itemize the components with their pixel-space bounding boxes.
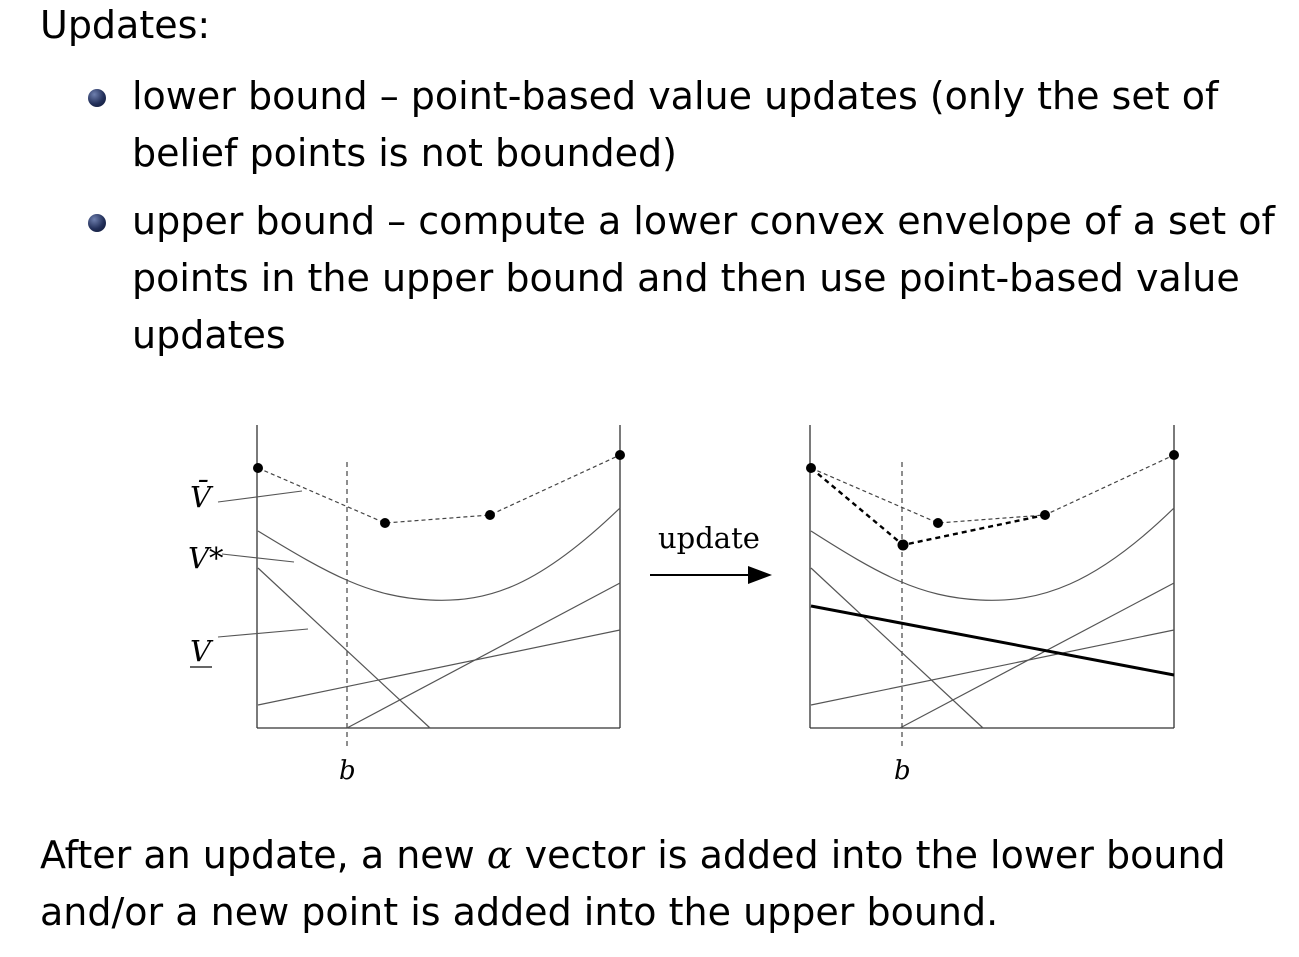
upper-bound-point <box>1040 510 1050 520</box>
right-panel: b <box>806 425 1179 786</box>
old-upper-bound-polyline <box>810 454 1175 524</box>
upper-bound-point <box>1169 450 1179 460</box>
bullet-lower-bound: lower bound – point-based value updates … <box>88 68 1297 182</box>
upper-bound-point <box>615 450 625 460</box>
new-alpha-vector-line <box>810 604 1175 677</box>
footer-text-before: After an update, a new <box>40 833 487 877</box>
label-v-star: V* <box>188 541 224 575</box>
footer-text: After an update, a new α vector is added… <box>40 827 1290 941</box>
upper-bound-point <box>933 518 943 528</box>
update-arrow: update <box>650 521 772 584</box>
alpha-vector-line <box>346 582 621 729</box>
alpha-vector-line <box>810 567 984 729</box>
alpha-vector-line <box>257 629 621 706</box>
bullet-text: lower bound – point-based value updates … <box>132 74 1219 175</box>
left-belief-label: b <box>339 756 356 786</box>
bullet-text: upper bound – compute a lower convex env… <box>132 199 1275 357</box>
label-v-lower: V <box>190 634 214 668</box>
footer-text-after: vector is added into the lower bound and… <box>40 833 1226 934</box>
optimal-value-curve <box>810 507 1175 601</box>
label-v-upper: V̄ <box>190 479 214 514</box>
left-panel: V̄ V* V b <box>188 425 625 786</box>
arrow-head-icon <box>748 566 772 584</box>
bound-update-figure: V̄ V* V b update b <box>188 425 1179 786</box>
upper-bound-point <box>485 510 495 520</box>
upper-bound-point <box>380 518 390 528</box>
new-upper-bound-point <box>897 539 909 551</box>
new-upper-bound-polyline <box>810 467 1046 547</box>
alpha-symbol: α <box>486 833 513 877</box>
label-v-star-leader <box>221 553 295 563</box>
slide-heading: Updates: <box>40 3 211 47</box>
upper-bound-point <box>806 463 816 473</box>
alpha-vector-line <box>257 567 431 729</box>
bullet-list: lower bound – point-based value updates … <box>88 68 1297 375</box>
label-v-upper-leader <box>217 490 303 503</box>
label-v-lower-leader <box>217 628 309 638</box>
alpha-vector-line <box>810 629 1175 706</box>
upper-bound-point <box>253 463 263 473</box>
alpha-vector-line <box>899 582 1175 729</box>
bullet-icon <box>88 89 106 107</box>
right-belief-label: b <box>894 756 911 786</box>
bullet-upper-bound: upper bound – compute a lower convex env… <box>88 193 1297 364</box>
bullet-icon <box>88 214 106 232</box>
upper-bound-polyline <box>257 454 621 524</box>
update-arrow-label: update <box>658 521 760 555</box>
optimal-value-curve <box>257 507 621 601</box>
